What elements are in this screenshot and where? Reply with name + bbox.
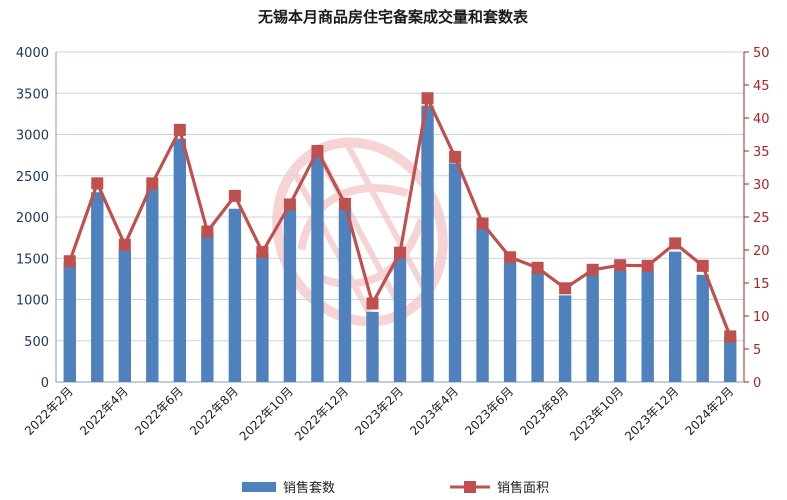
bar xyxy=(63,262,76,382)
bar xyxy=(586,274,599,382)
x-tick-label: 2023年2月 xyxy=(352,384,406,438)
line-series-sales-area xyxy=(63,92,737,343)
legend-label-sales-area: 销售面积 xyxy=(497,480,549,496)
x-tick-label: 2022年10月 xyxy=(237,384,296,443)
line-marker xyxy=(531,261,544,274)
bar xyxy=(256,254,269,382)
y-right-tick-label: 25 xyxy=(753,211,770,226)
y-left-tick-label: 3500 xyxy=(16,87,49,102)
line-marker xyxy=(641,259,654,272)
y-right-tick-label: 0 xyxy=(753,376,761,391)
line-marker xyxy=(586,263,599,276)
line-marker xyxy=(421,92,434,105)
bar xyxy=(641,270,654,382)
legend: 销售套数 销售面积 xyxy=(242,480,549,496)
bar xyxy=(503,262,517,382)
line-marker xyxy=(449,150,462,163)
legend-marker-sales-area xyxy=(464,481,476,493)
y-left-tick-label: 500 xyxy=(24,335,49,350)
line-marker xyxy=(201,225,214,238)
bar xyxy=(421,105,434,382)
x-tick-label: 2022年4月 xyxy=(77,384,131,438)
bar xyxy=(393,258,407,382)
y-left-tick-label: 2000 xyxy=(16,211,49,226)
bar xyxy=(476,229,489,382)
line-marker xyxy=(173,123,186,136)
x-tick-label: 2022年8月 xyxy=(187,384,241,438)
line-marker xyxy=(118,238,131,251)
y-right-tick-label: 15 xyxy=(753,277,770,292)
line-marker xyxy=(366,297,379,310)
y-right-tick-label: 30 xyxy=(753,178,770,193)
line-marker xyxy=(91,177,104,190)
y-left-tick-label: 2500 xyxy=(16,170,49,185)
y-right-tick-label: 35 xyxy=(753,145,770,160)
bar xyxy=(311,155,324,382)
bar xyxy=(91,192,104,382)
x-tick-label: 2023年6月 xyxy=(462,384,516,438)
bar xyxy=(118,250,131,382)
y-left-tick-labels: 0 500 1000 1500 2000 2500 3000 3500 4000 xyxy=(16,46,49,391)
y-right-tick-label: 50 xyxy=(753,46,770,61)
line-marker xyxy=(311,145,324,157)
y-right-tick-labels: 0 5 10 15 20 25 30 35 40 45 50 xyxy=(753,46,770,391)
line-marker xyxy=(256,245,269,258)
line-marker xyxy=(146,177,159,190)
bar xyxy=(338,208,352,382)
legend-label-sales-units: 销售套数 xyxy=(283,480,335,496)
bar xyxy=(558,295,572,382)
y-right-tick-label: 45 xyxy=(753,79,770,94)
y-left-tick-label: 1000 xyxy=(16,294,49,309)
line-marker xyxy=(394,246,406,259)
bar xyxy=(146,188,159,382)
bar xyxy=(669,251,682,382)
chart-title: 无锡本月商品房住宅备案成交量和套数表 xyxy=(257,8,529,26)
bar xyxy=(201,233,214,382)
bar xyxy=(724,336,737,382)
bar xyxy=(366,311,379,382)
y-right-tick-label: 10 xyxy=(753,310,770,325)
legend-swatch-sales-units xyxy=(242,482,276,492)
line-marker xyxy=(669,237,682,250)
gridlines xyxy=(56,51,744,342)
x-tick-label: 2023年10月 xyxy=(567,384,626,443)
y-left-tick-label: 4000 xyxy=(16,46,49,61)
x-tick-label: 2023年8月 xyxy=(517,384,571,438)
line-marker xyxy=(614,259,627,272)
line-marker xyxy=(283,198,296,211)
watermark-logo xyxy=(272,137,448,327)
y-right-tick-label: 20 xyxy=(753,244,770,259)
line-marker xyxy=(228,189,241,202)
y-right-tick-label: 5 xyxy=(753,343,761,358)
x-tick-label: 2022年6月 xyxy=(132,384,186,438)
y-left-tick-label: 1500 xyxy=(16,252,49,267)
bar-series-sales-units xyxy=(63,105,737,382)
x-tick-labels: 2022年2月 2022年4月 2022年6月 2022年8月2022年10月2022… xyxy=(22,384,736,443)
x-tick-label: 2022年2月 xyxy=(22,384,76,438)
line-marker xyxy=(504,251,517,264)
bar xyxy=(228,208,242,382)
line-marker xyxy=(724,330,737,343)
line-marker xyxy=(559,282,572,295)
bar xyxy=(448,163,462,382)
y-right-tick-label: 40 xyxy=(753,112,770,127)
line-marker xyxy=(338,197,351,210)
bar xyxy=(531,270,544,382)
bar xyxy=(696,274,709,382)
y-left-tick-label: 0 xyxy=(41,376,49,391)
bar xyxy=(613,270,627,382)
line-marker xyxy=(696,259,709,272)
bar xyxy=(283,208,297,382)
x-tick-label: 2024年2月 xyxy=(682,384,736,438)
y-left-tick-label: 3000 xyxy=(16,129,49,144)
x-tick-label: 2022年12月 xyxy=(292,384,351,443)
line-marker xyxy=(476,217,489,230)
bar xyxy=(173,138,187,382)
x-tick-label: 2023年4月 xyxy=(407,384,461,438)
x-tick-label: 2023年12月 xyxy=(622,384,681,443)
line-marker xyxy=(63,255,76,268)
